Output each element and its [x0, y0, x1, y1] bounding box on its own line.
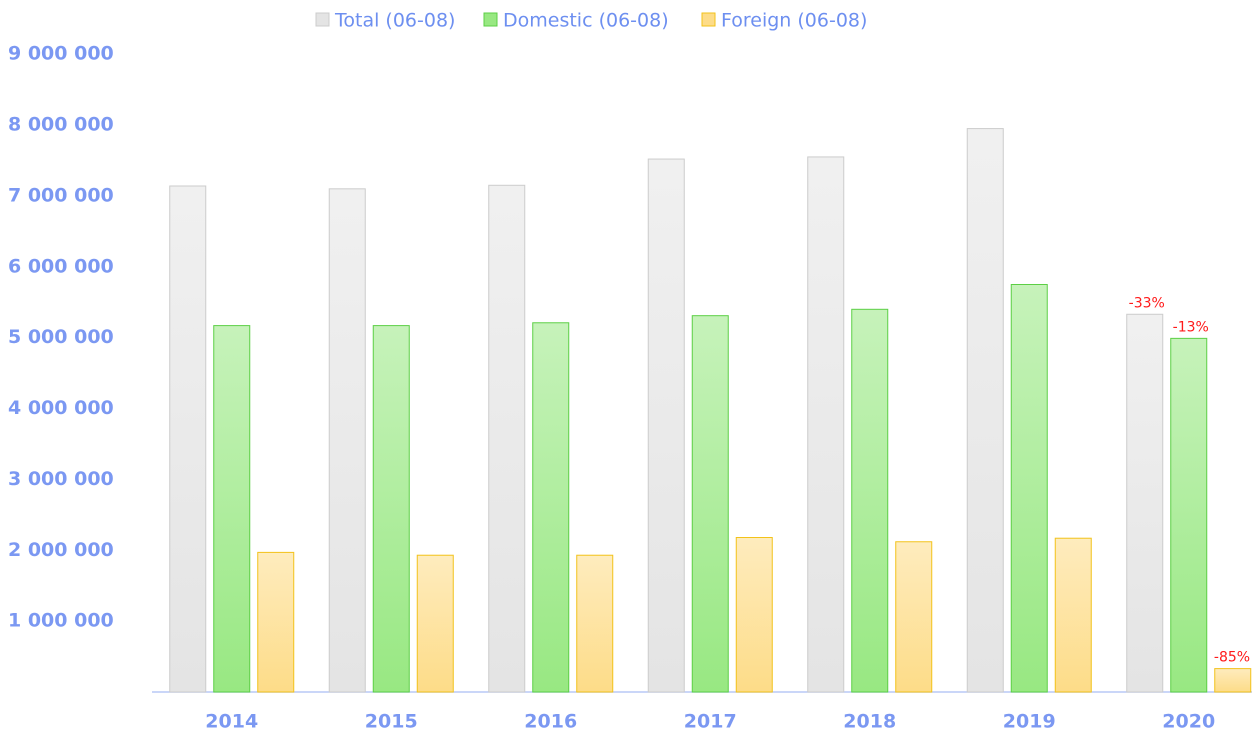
y-tick-label: 4 000 000 [8, 397, 114, 419]
y-tick-label: 2 000 000 [8, 539, 114, 561]
y-tick-label: 7 000 000 [8, 184, 114, 206]
bar [213, 325, 251, 693]
legend-swatch [483, 12, 498, 27]
annotation: -85% [1214, 650, 1250, 666]
bar [169, 185, 207, 693]
bar [576, 554, 614, 693]
bar [532, 322, 570, 693]
legend-label: Foreign (06-08) [721, 10, 867, 32]
bar [1170, 337, 1208, 693]
x-tick-label: 2015 [365, 711, 418, 733]
bar [488, 184, 526, 693]
y-tick-label: 1 000 000 [8, 610, 114, 632]
x-tick-label: 2019 [1003, 711, 1056, 733]
bar [647, 158, 685, 693]
bar [895, 541, 933, 693]
annotation: -33% [1129, 295, 1165, 311]
y-tick-label: 8 000 000 [8, 114, 114, 136]
x-tick-label: 2014 [205, 711, 258, 733]
y-tick-label: 6 000 000 [8, 255, 114, 277]
bar [691, 315, 729, 693]
bar [735, 537, 773, 693]
bar [328, 188, 366, 693]
bar [372, 325, 410, 693]
bar [851, 308, 889, 693]
x-tick-label: 2016 [524, 711, 577, 733]
annotation: -13% [1173, 319, 1209, 335]
legend-swatch [701, 12, 716, 27]
legend-label: Total (06-08) [334, 10, 455, 32]
x-tick-label: 2017 [684, 711, 737, 733]
y-tick-label: 5 000 000 [8, 326, 114, 348]
legend-swatch [315, 12, 330, 27]
bar [807, 156, 845, 693]
x-tick-label: 2020 [1162, 711, 1215, 733]
bar [257, 551, 295, 693]
bar [1214, 668, 1252, 693]
bar [1126, 313, 1164, 693]
bar [1054, 537, 1092, 693]
y-tick-label: 3 000 000 [8, 468, 114, 490]
x-tick-label: 2018 [843, 711, 896, 733]
legend-label: Domestic (06-08) [503, 10, 669, 32]
y-tick-label: 9 000 000 [8, 43, 114, 65]
bar [416, 554, 454, 693]
bar [1010, 284, 1048, 693]
bar [966, 128, 1004, 693]
